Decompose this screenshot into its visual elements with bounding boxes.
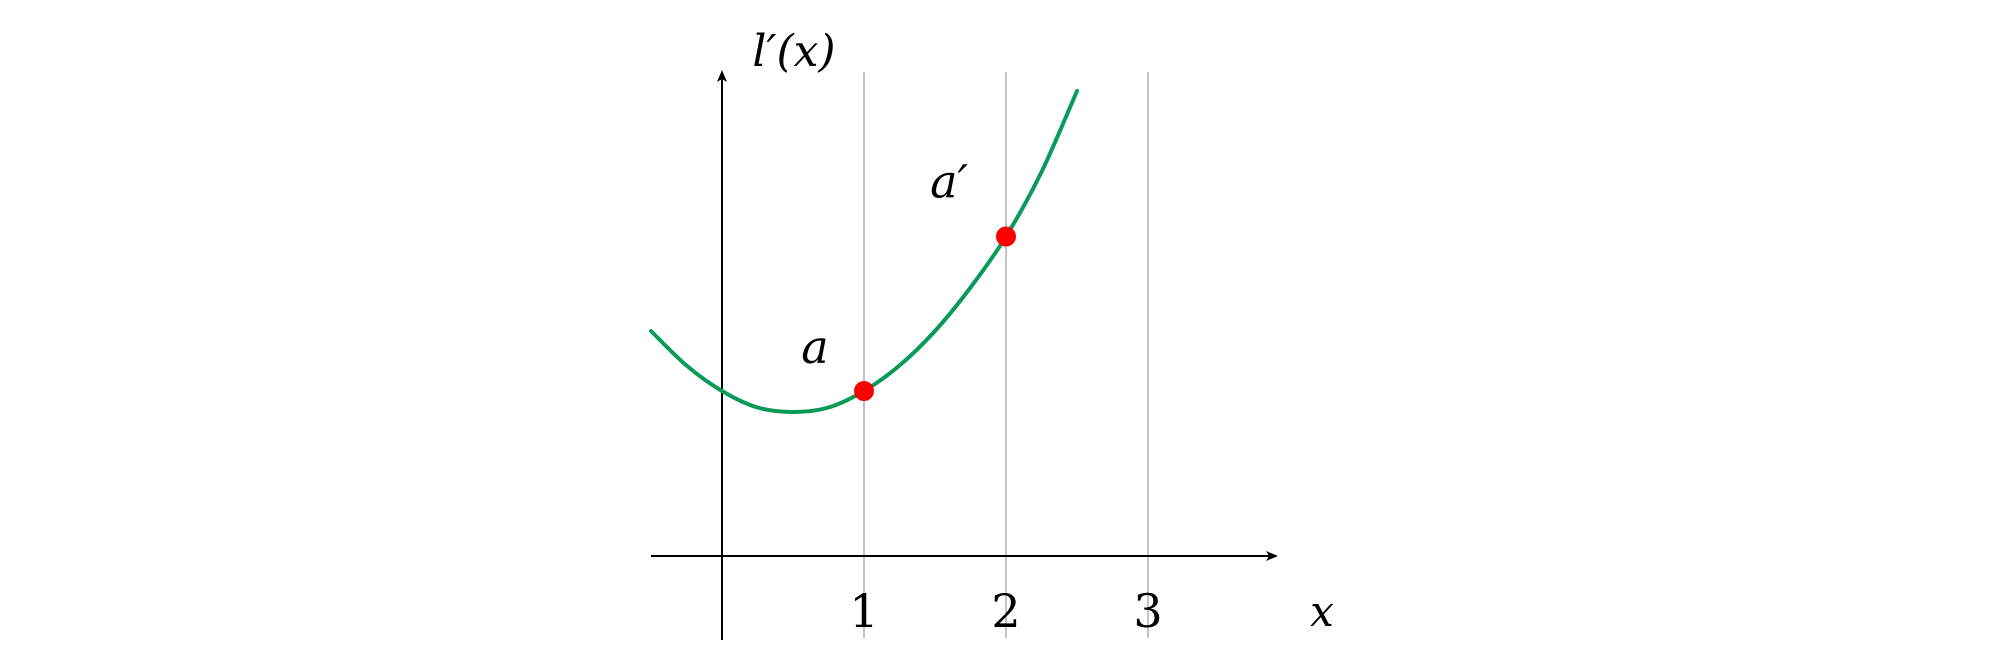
x-tick-labels: 1 2 3 bbox=[849, 584, 1162, 638]
point-label-2: a′ bbox=[930, 155, 968, 209]
grid-lines bbox=[863, 72, 1149, 638]
highlighted-points: a a′ bbox=[801, 155, 1016, 401]
x-tick-label-1: 1 bbox=[849, 584, 878, 638]
point-1 bbox=[854, 381, 874, 401]
axes bbox=[651, 70, 1278, 640]
point-label-1: a bbox=[801, 320, 828, 374]
x-axis-label: x bbox=[1310, 587, 1334, 636]
point-2 bbox=[996, 226, 1016, 247]
x-tick-label-2: 2 bbox=[991, 584, 1020, 638]
x-tick-label-3: 3 bbox=[1133, 584, 1162, 638]
y-axis-label: l′(x) bbox=[752, 26, 835, 77]
